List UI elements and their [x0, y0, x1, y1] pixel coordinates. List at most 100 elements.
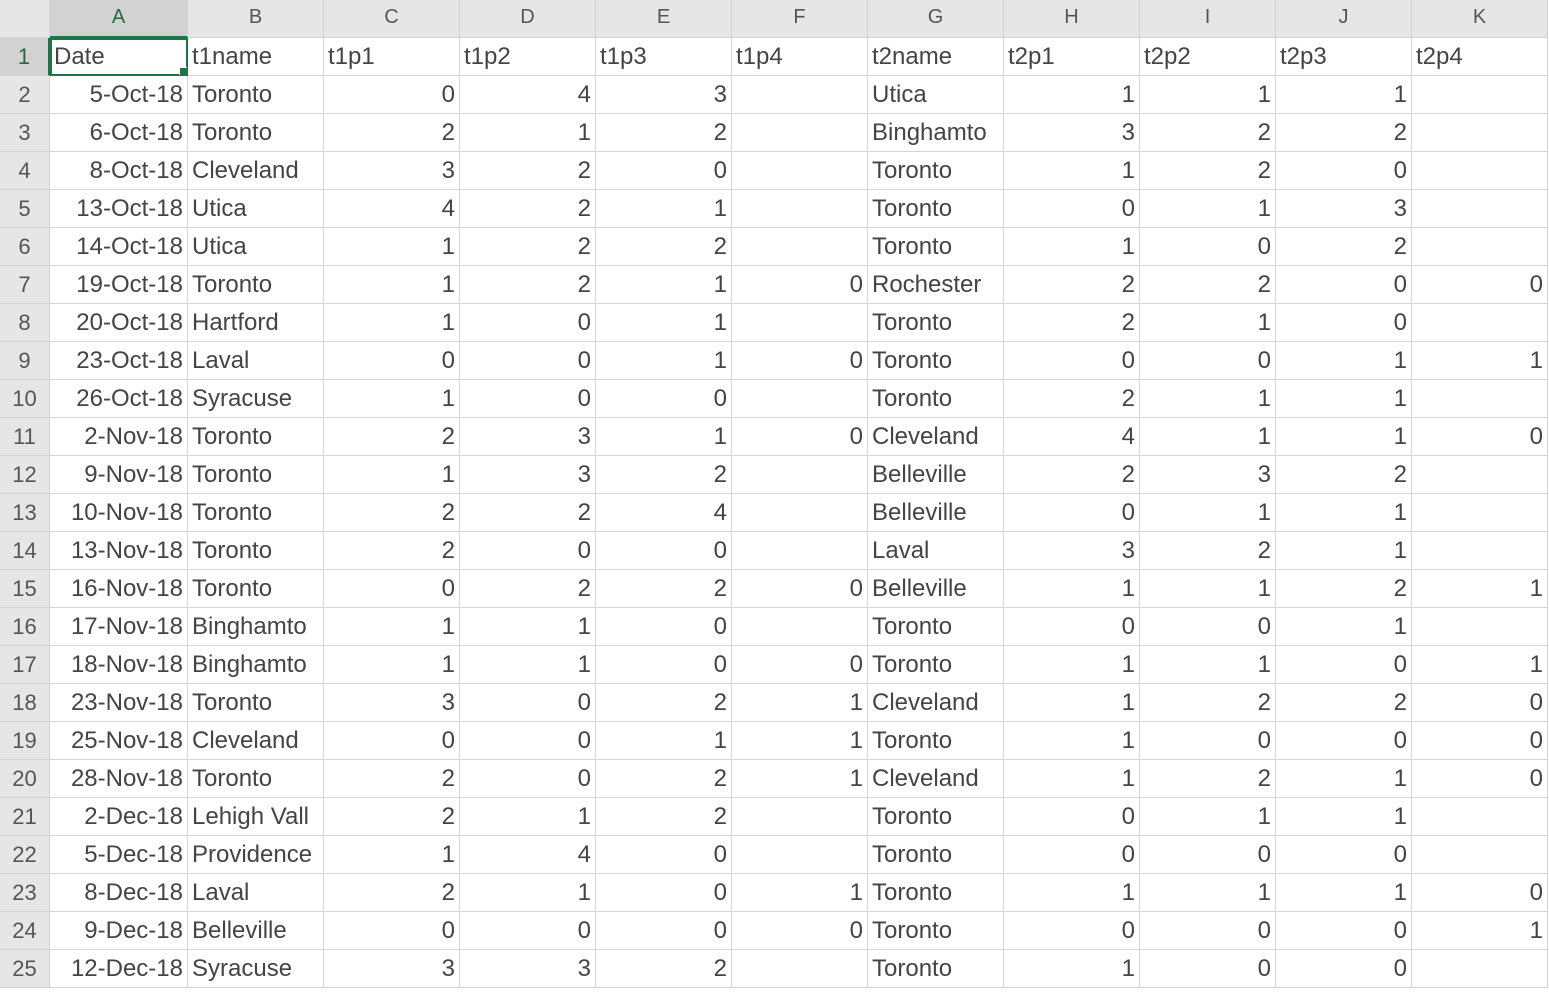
cell-f[interactable]: 0 [732, 266, 868, 304]
cell-k[interactable]: 0 [1412, 722, 1548, 760]
column-header-f[interactable]: F [732, 0, 868, 38]
cell-k[interactable] [1412, 798, 1548, 836]
cell-h[interactable]: 1 [1004, 570, 1140, 608]
cell-f[interactable] [732, 114, 868, 152]
cell-k[interactable]: 0 [1412, 760, 1548, 798]
cell-i[interactable]: 1 [1140, 798, 1276, 836]
cell-k1[interactable]: t2p4 [1412, 38, 1548, 76]
cell-d[interactable]: 2 [460, 266, 596, 304]
cell-b[interactable]: Cleveland [188, 152, 324, 190]
cell-h1[interactable]: t2p1 [1004, 38, 1140, 76]
cell-g[interactable]: Belleville [868, 456, 1004, 494]
row-header[interactable]: 12 [0, 456, 50, 494]
cell-a[interactable]: 13-Oct-18 [50, 190, 188, 228]
cell-d[interactable]: 3 [460, 950, 596, 988]
cell-c[interactable]: 3 [324, 684, 460, 722]
cell-e[interactable]: 2 [596, 950, 732, 988]
cell-f[interactable] [732, 190, 868, 228]
cell-c[interactable]: 1 [324, 228, 460, 266]
cell-j[interactable]: 3 [1276, 190, 1412, 228]
cell-f[interactable] [732, 152, 868, 190]
cell-e[interactable]: 1 [596, 304, 732, 342]
row-header[interactable]: 23 [0, 874, 50, 912]
cell-b[interactable]: Syracuse [188, 950, 324, 988]
row-header[interactable]: 7 [0, 266, 50, 304]
cell-i[interactable]: 0 [1140, 342, 1276, 380]
cell-f[interactable]: 0 [732, 418, 868, 456]
cell-e[interactable]: 2 [596, 684, 732, 722]
cell-f[interactable] [732, 456, 868, 494]
cell-i[interactable]: 2 [1140, 152, 1276, 190]
cell-e[interactable]: 3 [596, 76, 732, 114]
cell-c1[interactable]: t1p1 [324, 38, 460, 76]
cell-h[interactable]: 2 [1004, 304, 1140, 342]
cell-j1[interactable]: t2p3 [1276, 38, 1412, 76]
cell-b[interactable]: Providence [188, 836, 324, 874]
cell-g[interactable]: Toronto [868, 152, 1004, 190]
cell-i[interactable]: 2 [1140, 114, 1276, 152]
cell-b[interactable]: Laval [188, 874, 324, 912]
column-header-c[interactable]: C [324, 0, 460, 38]
cell-a[interactable]: 23-Oct-18 [50, 342, 188, 380]
row-header[interactable]: 17 [0, 646, 50, 684]
cell-a[interactable]: 23-Nov-18 [50, 684, 188, 722]
cell-h[interactable]: 2 [1004, 456, 1140, 494]
cell-b[interactable]: Toronto [188, 266, 324, 304]
row-header[interactable]: 11 [0, 418, 50, 456]
column-header-h[interactable]: H [1004, 0, 1140, 38]
cell-f[interactable]: 0 [732, 912, 868, 950]
cell-c[interactable]: 1 [324, 266, 460, 304]
cell-c[interactable]: 2 [324, 114, 460, 152]
cell-k[interactable] [1412, 76, 1548, 114]
cell-e[interactable]: 1 [596, 418, 732, 456]
cell-h[interactable]: 0 [1004, 798, 1140, 836]
cell-e[interactable]: 2 [596, 456, 732, 494]
cell-j[interactable]: 2 [1276, 114, 1412, 152]
cell-c[interactable]: 1 [324, 608, 460, 646]
cell-c[interactable]: 4 [324, 190, 460, 228]
cell-d[interactable]: 0 [460, 304, 596, 342]
cell-f[interactable]: 1 [732, 684, 868, 722]
cell-d[interactable]: 1 [460, 114, 596, 152]
cell-g[interactable]: Cleveland [868, 684, 1004, 722]
cell-h[interactable]: 4 [1004, 418, 1140, 456]
cell-i[interactable]: 0 [1140, 228, 1276, 266]
cell-e[interactable]: 0 [596, 874, 732, 912]
row-header[interactable]: 24 [0, 912, 50, 950]
cell-a[interactable]: 9-Nov-18 [50, 456, 188, 494]
cell-j[interactable]: 1 [1276, 494, 1412, 532]
cell-a[interactable]: 13-Nov-18 [50, 532, 188, 570]
cell-i[interactable]: 1 [1140, 874, 1276, 912]
cell-k[interactable] [1412, 532, 1548, 570]
cell-b[interactable]: Toronto [188, 570, 324, 608]
cell-k[interactable] [1412, 950, 1548, 988]
cell-e[interactable]: 4 [596, 494, 732, 532]
cell-c[interactable]: 0 [324, 76, 460, 114]
cell-c[interactable]: 0 [324, 342, 460, 380]
cell-d[interactable]: 0 [460, 912, 596, 950]
cell-j[interactable]: 0 [1276, 266, 1412, 304]
cell-h[interactable]: 2 [1004, 266, 1140, 304]
cell-b[interactable]: Toronto [188, 418, 324, 456]
cell-a[interactable]: 18-Nov-18 [50, 646, 188, 684]
cell-c[interactable]: 1 [324, 836, 460, 874]
cell-e[interactable]: 2 [596, 570, 732, 608]
row-header[interactable]: 8 [0, 304, 50, 342]
cell-e[interactable]: 0 [596, 152, 732, 190]
cell-d[interactable]: 0 [460, 342, 596, 380]
cell-g[interactable]: Toronto [868, 912, 1004, 950]
cell-i[interactable]: 2 [1140, 684, 1276, 722]
cell-i[interactable]: 1 [1140, 380, 1276, 418]
cell-d[interactable]: 0 [460, 722, 596, 760]
cell-c[interactable]: 3 [324, 950, 460, 988]
cell-d[interactable]: 1 [460, 798, 596, 836]
cell-e[interactable]: 0 [596, 532, 732, 570]
cell-e[interactable]: 0 [596, 836, 732, 874]
cell-j[interactable]: 0 [1276, 646, 1412, 684]
cell-e1[interactable]: t1p3 [596, 38, 732, 76]
cell-e[interactable]: 0 [596, 608, 732, 646]
cell-k[interactable]: 1 [1412, 646, 1548, 684]
cell-i1[interactable]: t2p2 [1140, 38, 1276, 76]
column-header-b[interactable]: B [188, 0, 324, 38]
cell-f[interactable] [732, 798, 868, 836]
